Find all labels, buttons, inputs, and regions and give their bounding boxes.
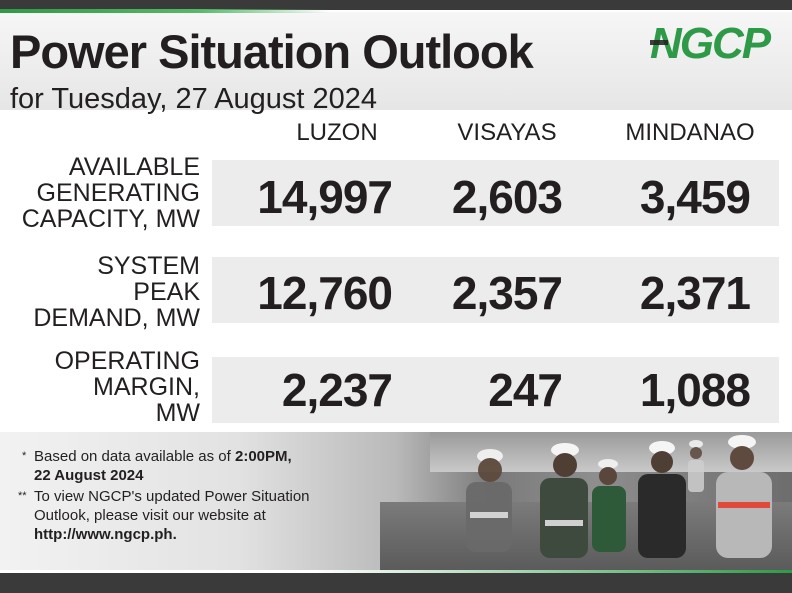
worker-figure [592,459,626,552]
worker-figure [716,435,772,558]
label-line: AVAILABLE [68,153,200,181]
footnote-line: Outlook, please visit our website at [34,507,266,524]
top-bar [0,0,792,10]
page-title: Power Situation Outlook [10,25,534,78]
value-mindanao-available-capacity: 3,459 [639,171,751,223]
row-band-peak-demand [212,257,779,323]
label-line: PEAK [133,278,200,306]
worker-figure [540,443,588,558]
footnote-mark: * [22,450,27,462]
column-header-mindanao: MINDANAO [625,119,755,146]
worker-figure [688,440,704,492]
header: Power Situation Outlook for Tuesday, 27 … [0,12,792,114]
row-label-available-capacity: AVAILABLE GENERATING CAPACITY, MW [22,154,200,232]
workers-illustration [466,435,772,558]
value-mindanao-peak-demand: 2,371 [639,267,751,319]
worker-figure [638,441,686,558]
column-header-visayas: VISAYAS [457,119,557,146]
label-line: SYSTEM [97,252,200,280]
footnote-text: Based on data available as of [34,448,235,465]
value-mindanao-operating-margin: 1,088 [639,364,751,416]
page-subtitle: for Tuesday, 27 August 2024 [10,83,378,115]
footnote-mark: ** [18,490,27,502]
bottom-bar [0,573,792,593]
ngcp-logo-text: NGCP [650,19,772,64]
label-line: GENERATING [36,179,200,207]
label-line: MARGIN, [93,373,200,401]
row-label-peak-demand: SYSTEM PEAK DEMAND, MW [33,253,200,331]
footer-photo [0,432,792,570]
footnote-website: ** To view NGCP's updated Power Situatio… [18,487,310,544]
label-line: DEMAND, MW [33,304,200,332]
column-header-luzon: LUZON [296,119,378,146]
value-luzon-operating-margin: 2,237 [281,364,393,416]
ngcp-logo: NGCP [650,19,774,64]
label-line: MW [155,399,200,427]
top-accent-stripe [0,9,330,13]
value-visayas-available-capacity: 2,603 [451,171,563,223]
website-link[interactable]: http://www.ngcp.ph. [34,526,177,543]
value-visayas-peak-demand: 2,357 [451,267,563,319]
footnote-data-as-of: * Based on data available as of 2:00PM, … [22,447,292,485]
value-visayas-operating-margin: 247 [488,364,563,416]
footnote-time: 2:00PM, [234,448,292,465]
label-line: OPERATING [54,347,200,375]
footnote-line: To view NGCP's updated Power Situation [34,488,310,505]
row-band-operating-margin [212,357,779,423]
label-line: CAPACITY, MW [21,205,200,233]
value-luzon-peak-demand: 12,760 [257,267,393,319]
bottom-accent-stripe [0,570,792,574]
value-luzon-available-capacity: 14,997 [257,171,393,223]
row-band-available-capacity [212,160,779,226]
footnote-date: 22 August 2024 [34,467,144,484]
row-label-operating-margin: OPERATING MARGIN, MW [55,348,200,426]
worker-figure [466,449,512,552]
